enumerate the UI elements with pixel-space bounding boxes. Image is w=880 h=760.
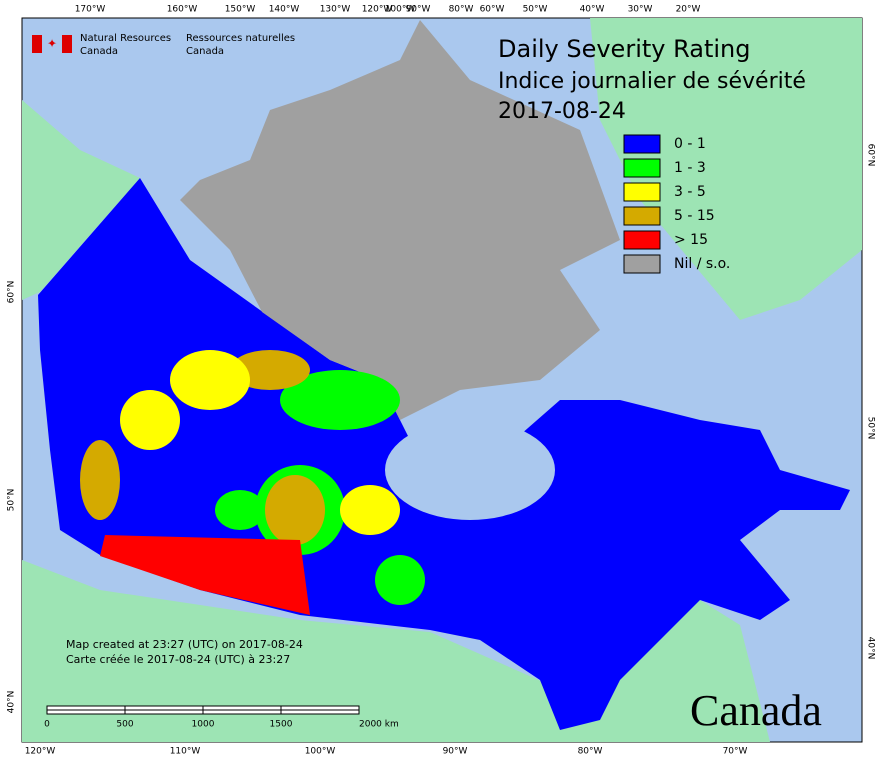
scale-label: 500 xyxy=(116,720,133,730)
legend-label: 5 - 15 xyxy=(674,208,715,224)
agency-fr: Canada xyxy=(186,46,224,57)
lon-label: 140°W xyxy=(269,5,300,15)
legend-swatch xyxy=(623,158,661,178)
agency-en: Natural Resources xyxy=(80,33,171,44)
scale-label: 1000 xyxy=(192,720,215,730)
lon-label: 120°W xyxy=(362,5,393,15)
lon-label: 170°W xyxy=(75,5,106,15)
legend-swatch xyxy=(623,182,661,202)
lon-label: 50°W xyxy=(523,5,548,15)
lon-label: 60°W xyxy=(480,5,505,15)
map-note: Carte créée le 2017-08-24 (UTC) à 23:27 xyxy=(66,653,290,666)
legend-swatch xyxy=(623,134,661,154)
lat-label: 50°N xyxy=(866,417,876,440)
lon-label: 110°W xyxy=(170,747,201,757)
legend-label: 1 - 3 xyxy=(674,160,706,176)
map-subtitle: Indice journalier de sévérité xyxy=(498,69,806,94)
lon-label: 150°W xyxy=(225,5,256,15)
lon-label: 120°W xyxy=(25,747,56,757)
lon-label: 70°W xyxy=(723,747,748,757)
map-note: Map created at 23:27 (UTC) on 2017-08-24 xyxy=(66,638,303,651)
wordmark: Canada xyxy=(690,686,822,735)
lon-label: 100°W xyxy=(385,5,416,15)
scale-label: 1500 xyxy=(270,720,293,730)
agency-en: Canada xyxy=(80,46,118,57)
lon-label: 90°W xyxy=(443,747,468,757)
lon-label: 100°W xyxy=(305,747,336,757)
lat-label: 40°N xyxy=(7,691,17,714)
lon-label: 160°W xyxy=(167,5,198,15)
land xyxy=(22,18,862,742)
legend-swatch xyxy=(623,254,661,274)
scale-label: 2000 km xyxy=(359,720,399,730)
lon-label: 40°W xyxy=(580,5,605,15)
lon-label: 80°W xyxy=(449,5,474,15)
legend-swatch xyxy=(623,206,661,226)
lat-label: 40°N xyxy=(866,637,876,660)
lat-label: 60°N xyxy=(866,144,876,167)
labels: Daily Severity Rating Indice journalier d… xyxy=(7,5,876,757)
lon-label: 90°W xyxy=(406,5,431,15)
agency-fr: Ressources naturelles xyxy=(186,33,295,44)
svg-text:✦: ✦ xyxy=(47,37,57,51)
lon-label: 130°W xyxy=(320,5,351,15)
map-date: 2017-08-24 xyxy=(498,99,626,124)
scale-label: 0 xyxy=(44,720,50,730)
lon-label: 20°W xyxy=(676,5,701,15)
lat-label: 60°N xyxy=(7,281,17,304)
lon-label: 80°W xyxy=(578,747,603,757)
legend-label: 3 - 5 xyxy=(674,184,706,200)
lon-label: 30°W xyxy=(628,5,653,15)
legend-label: Nil / s.o. xyxy=(674,256,730,272)
lat-label: 50°N xyxy=(7,489,17,512)
legend-label: 0 - 1 xyxy=(674,136,706,152)
legend-swatch xyxy=(623,230,661,250)
legend-label: > 15 xyxy=(674,232,708,248)
map-title: Daily Severity Rating xyxy=(498,35,750,63)
